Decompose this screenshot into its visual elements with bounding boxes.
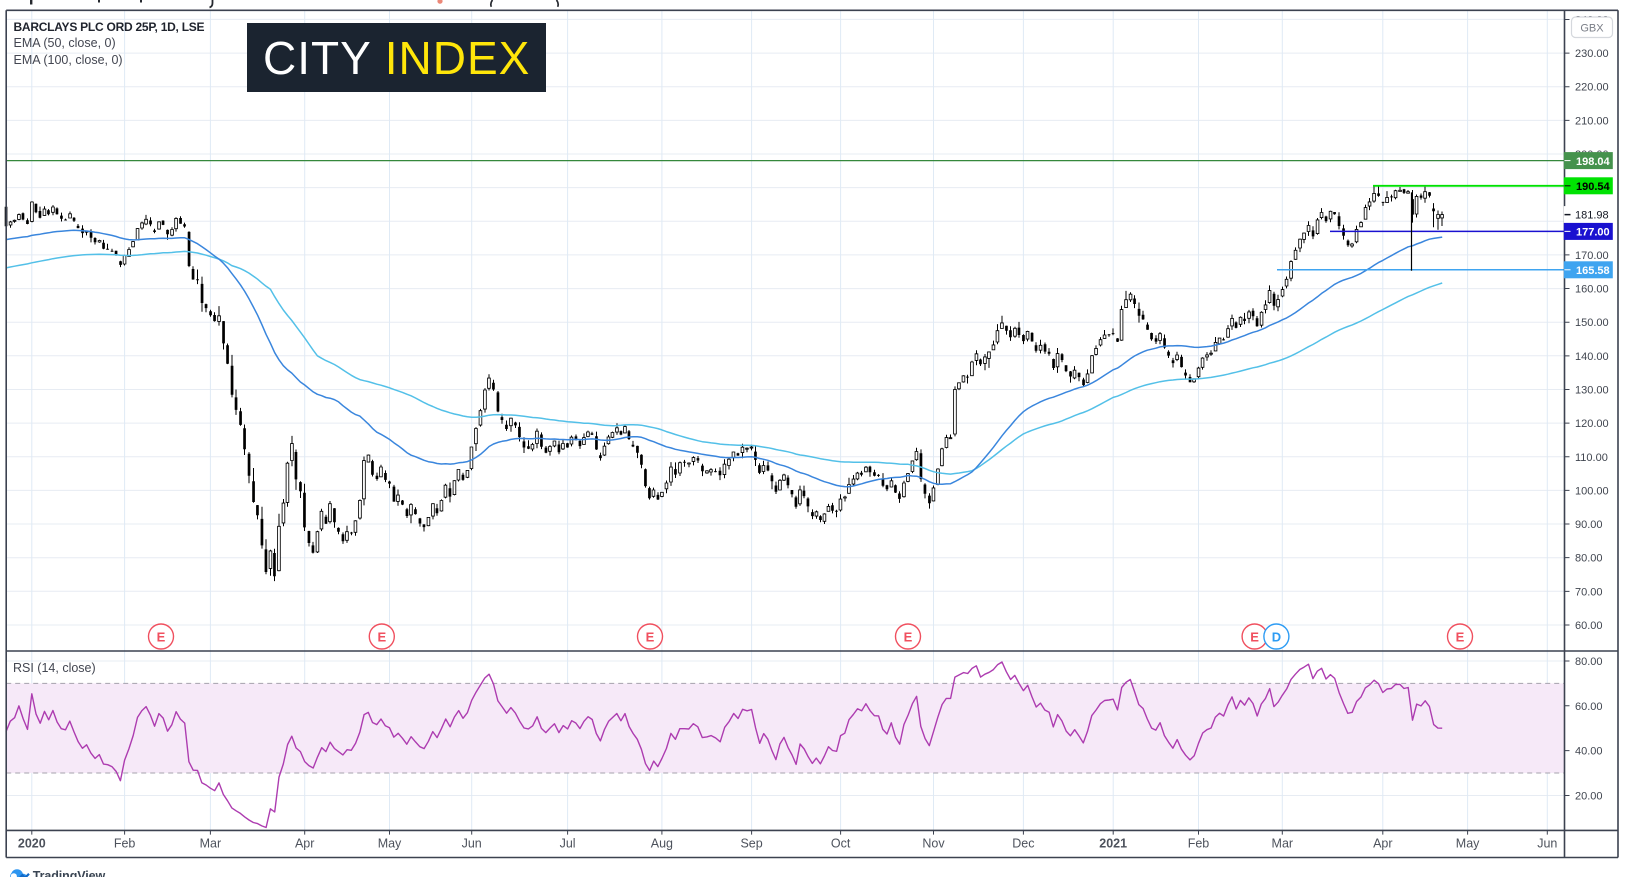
svg-text:177.00: 177.00 — [1576, 227, 1610, 239]
svg-text:160.00: 160.00 — [1575, 284, 1609, 296]
svg-text:80.00: 80.00 — [1575, 553, 1603, 565]
svg-text:GBX: GBX — [1580, 23, 1604, 35]
svg-text:165.58: 165.58 — [1576, 265, 1610, 277]
svg-text:Jul: Jul — [560, 837, 576, 851]
svg-text:D: D — [1272, 630, 1281, 645]
svg-text:E: E — [1250, 630, 1259, 645]
svg-text:Jun: Jun — [1537, 837, 1557, 851]
svg-text:May: May — [1456, 837, 1480, 851]
svg-text:Mar: Mar — [1272, 837, 1294, 851]
svg-text:210.00: 210.00 — [1575, 115, 1609, 127]
svg-text:60.00: 60.00 — [1575, 620, 1603, 632]
svg-text:90.00: 90.00 — [1575, 519, 1603, 531]
svg-text:E: E — [1456, 630, 1465, 645]
svg-text:Sep: Sep — [740, 837, 762, 851]
svg-text:CITY INDEX: CITY INDEX — [263, 32, 530, 84]
svg-text:110.00: 110.00 — [1575, 452, 1608, 464]
svg-text:60.00: 60.00 — [1575, 701, 1603, 713]
svg-text:Oct: Oct — [831, 837, 851, 851]
svg-text:2021: 2021 — [1099, 837, 1127, 851]
svg-text:Feb: Feb — [114, 837, 136, 851]
svg-text:Feb: Feb — [1188, 837, 1210, 851]
svg-text:EMA (50, close, 0): EMA (50, close, 0) — [14, 36, 116, 50]
svg-text:EMA (100, close, 0): EMA (100, close, 0) — [14, 53, 123, 67]
svg-text:130.00: 130.00 — [1575, 384, 1609, 396]
svg-text:100.00: 100.00 — [1575, 485, 1609, 497]
svg-text:70.00: 70.00 — [1575, 586, 1603, 598]
svg-text:Apr: Apr — [295, 837, 314, 851]
svg-text:TradingView: TradingView — [33, 869, 106, 877]
svg-text:230.00: 230.00 — [1575, 48, 1609, 60]
svg-text:Mar: Mar — [200, 837, 222, 851]
svg-text:E: E — [904, 630, 913, 645]
svg-text:150.00: 150.00 — [1575, 317, 1609, 329]
svg-text:181.98: 181.98 — [1575, 210, 1609, 222]
svg-text:May: May — [378, 837, 402, 851]
svg-text:Nov: Nov — [922, 837, 945, 851]
svg-text:40.00: 40.00 — [1575, 746, 1603, 758]
svg-text:20.00: 20.00 — [1575, 790, 1603, 802]
svg-text:220.00: 220.00 — [1575, 82, 1609, 94]
svg-text:Aug: Aug — [651, 837, 673, 851]
svg-text:RSI (14, close): RSI (14, close) — [13, 661, 96, 675]
svg-text:E: E — [377, 630, 386, 645]
svg-text:Apr: Apr — [1373, 837, 1392, 851]
svg-text:Jun: Jun — [462, 837, 482, 851]
svg-text:2020: 2020 — [18, 837, 46, 851]
svg-text:198.04: 198.04 — [1576, 156, 1611, 168]
svg-text:140.00: 140.00 — [1575, 351, 1609, 363]
svg-text:190.54: 190.54 — [1576, 181, 1611, 193]
svg-text:170.00: 170.00 — [1575, 250, 1609, 262]
svg-text:120.00: 120.00 — [1575, 418, 1609, 430]
svg-text:E: E — [646, 630, 655, 645]
svg-text:BARCLAYS PLC ORD 25P, 1D, LSE: BARCLAYS PLC ORD 25P, 1D, LSE — [14, 20, 205, 34]
svg-text:E: E — [157, 630, 166, 645]
svg-text:80.00: 80.00 — [1575, 656, 1603, 668]
svg-text:Dec: Dec — [1012, 837, 1034, 851]
